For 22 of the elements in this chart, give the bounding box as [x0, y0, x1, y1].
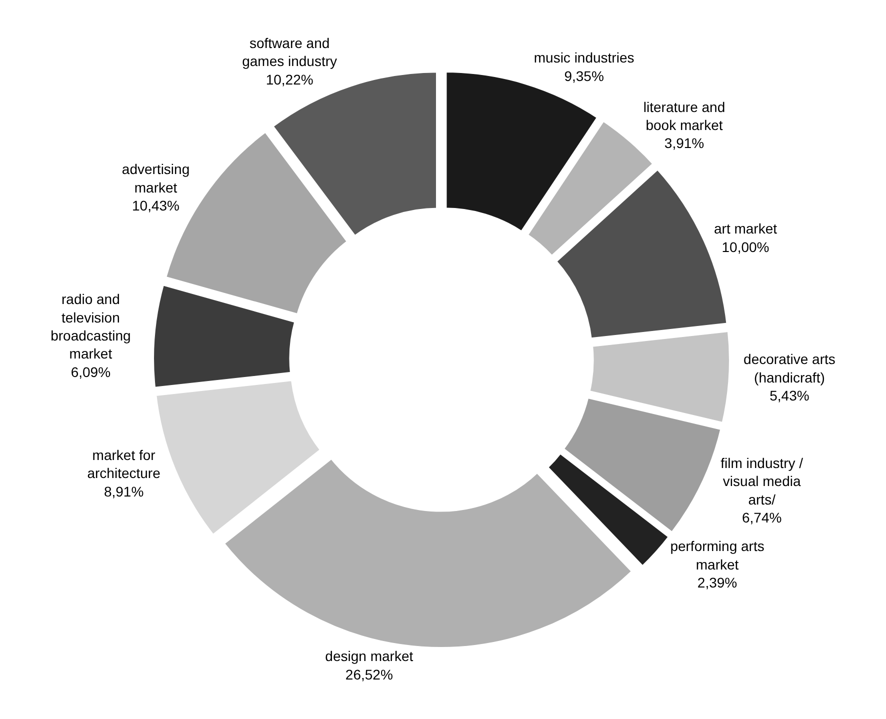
data-label: 8,91% — [104, 483, 144, 500]
slice-label: literature and book market — [643, 98, 726, 133]
slice-label: radio and television broadcasting market — [50, 291, 131, 362]
data-label: 3,91% — [664, 135, 704, 152]
data-label: 2,39% — [697, 574, 738, 591]
slice-label: art market — [714, 220, 778, 237]
data-label: 10,00% — [722, 238, 770, 255]
slice-label: film industry / visual media arts/ — [720, 455, 804, 508]
slice-label: music industries — [534, 50, 634, 66]
data-label: 26,52% — [345, 666, 393, 682]
data-label: 5,43% — [770, 388, 810, 404]
data-label: 10,22% — [266, 71, 314, 88]
slice-label: market for architecture — [87, 446, 161, 482]
slice-label: software and games industry — [242, 35, 338, 70]
slice-label: design market — [325, 648, 414, 664]
data-label: 9,35% — [564, 68, 604, 84]
slice-label: advertising market — [122, 161, 190, 196]
data-label: 6,09% — [70, 364, 111, 380]
data-label: 6,74% — [742, 510, 782, 526]
slice-label: performing arts market — [670, 538, 764, 572]
data-label: 10,43% — [132, 198, 180, 214]
slice-label: decorative arts (handicraft) — [744, 351, 836, 386]
